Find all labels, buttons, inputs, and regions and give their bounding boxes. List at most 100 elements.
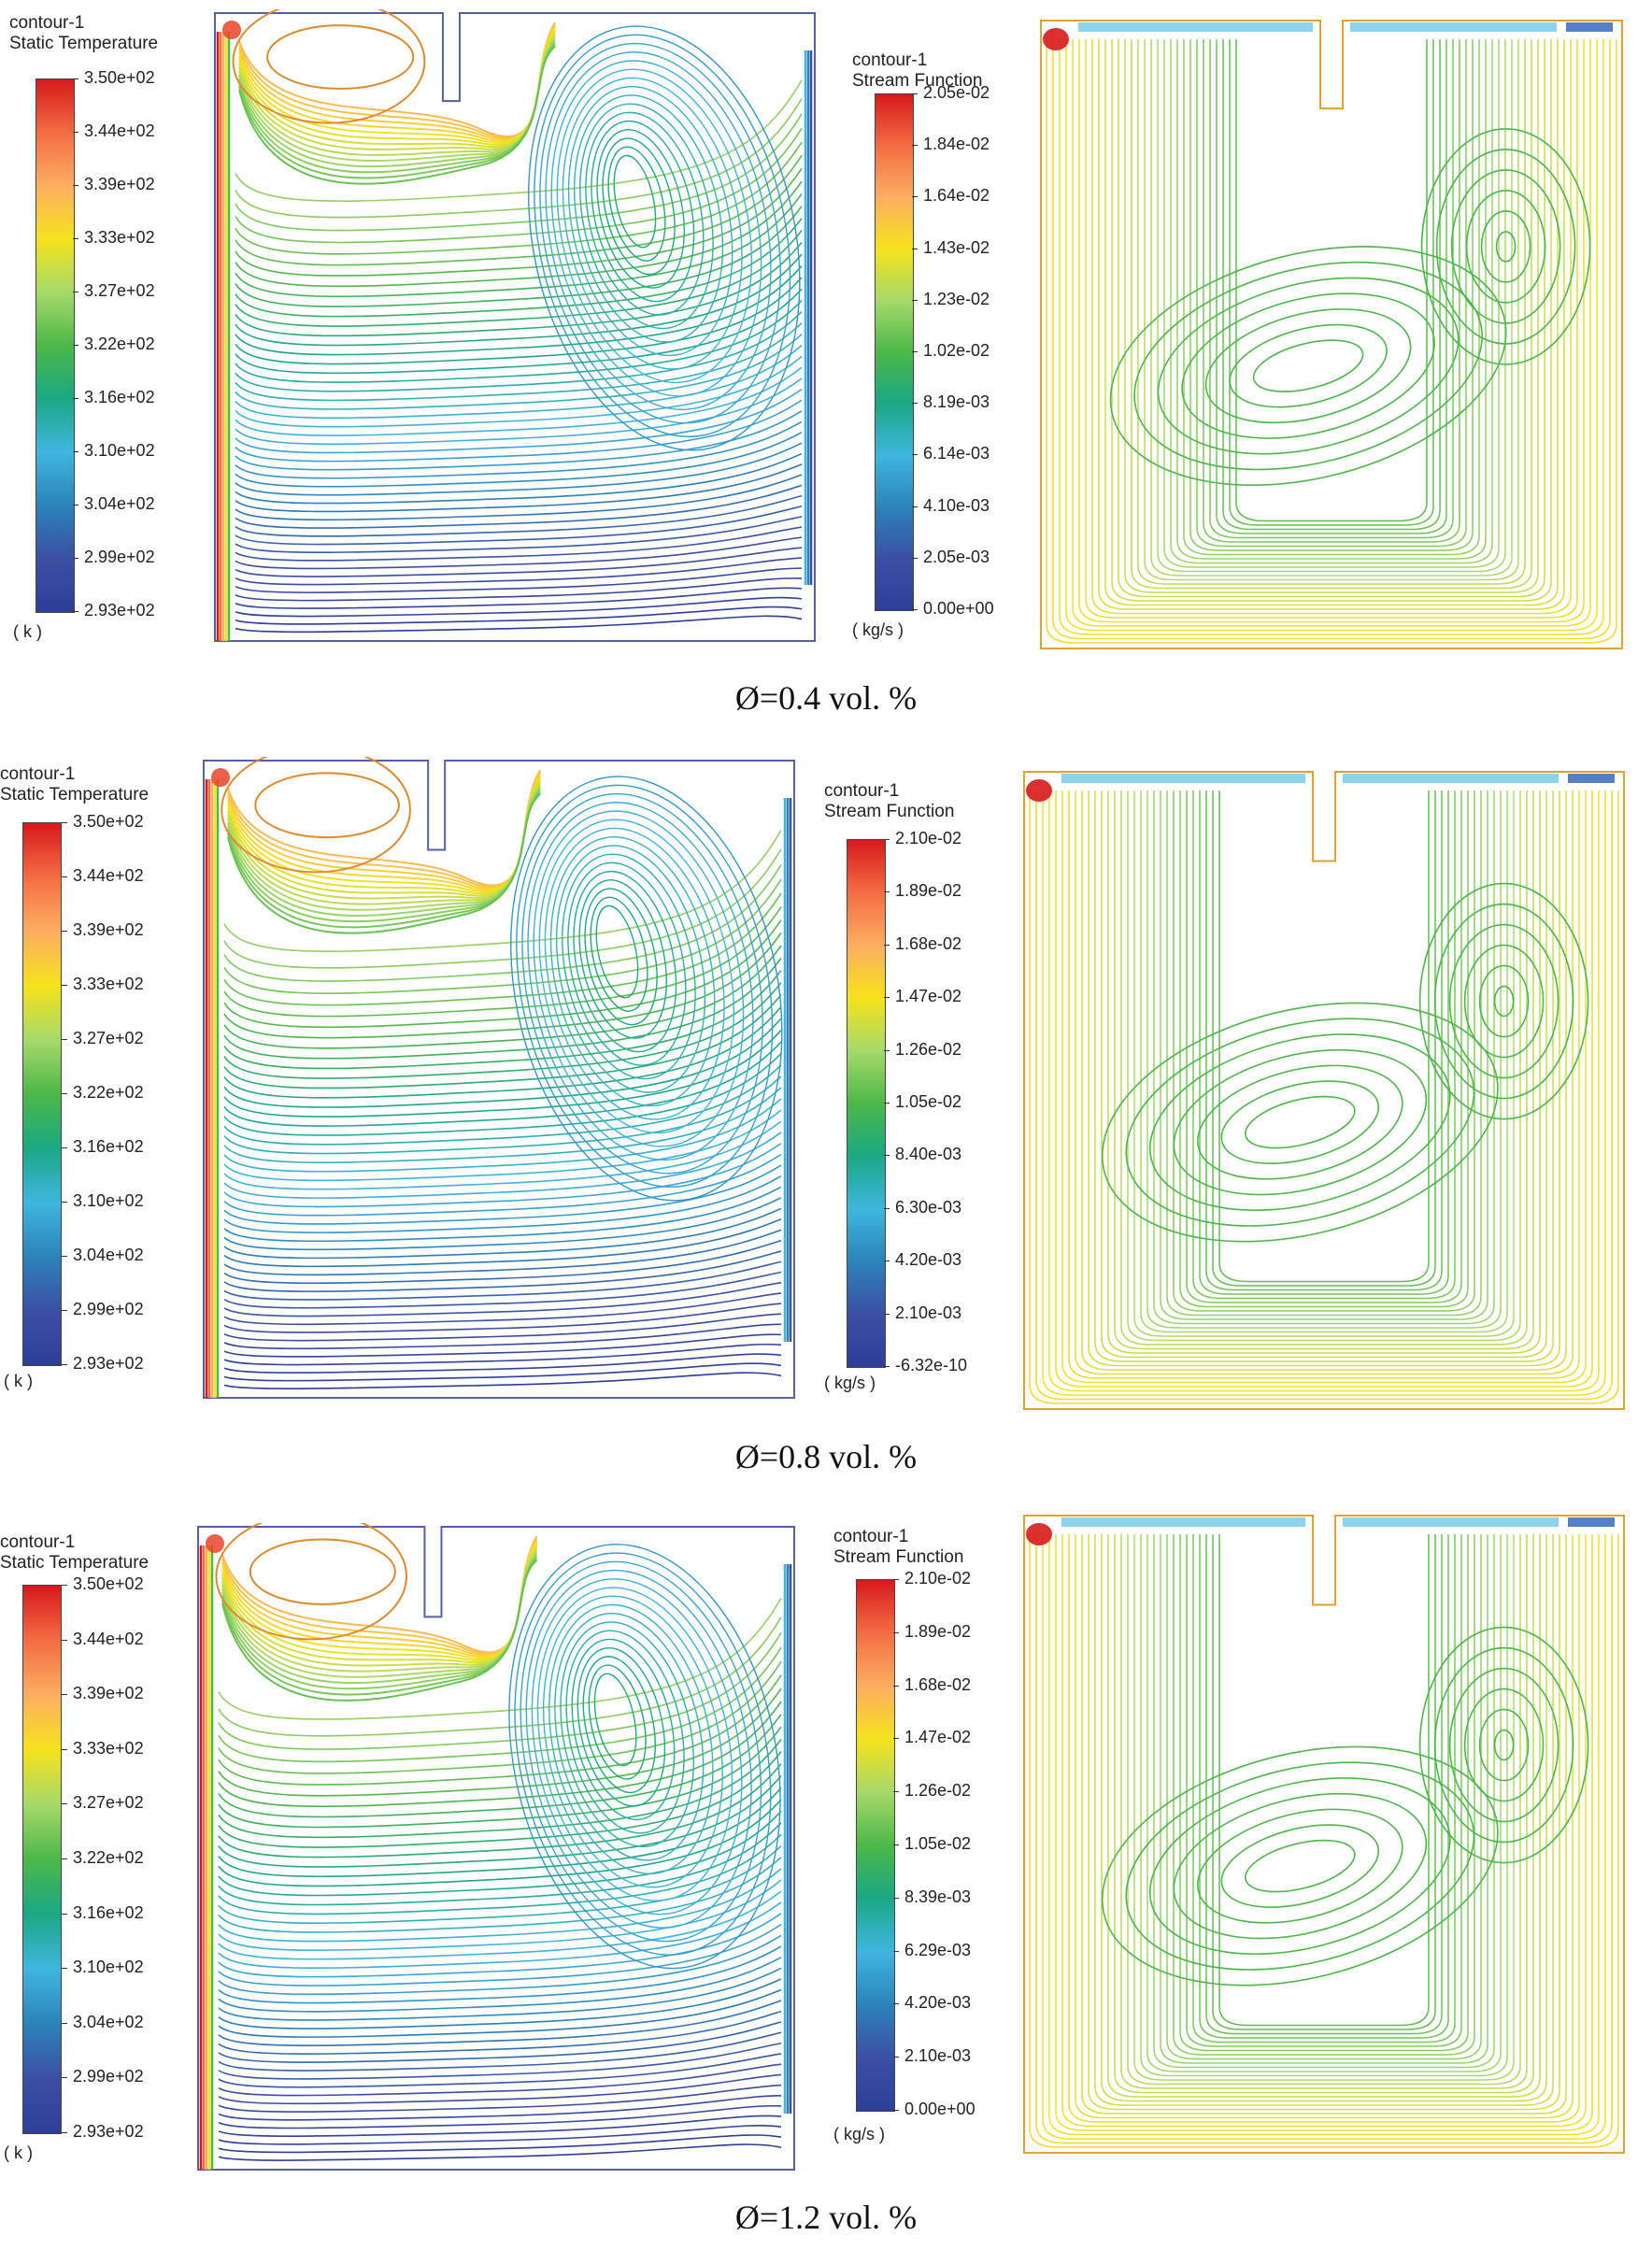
streamline bbox=[1199, 1534, 1449, 2039]
isotherm-line bbox=[218, 1632, 782, 1750]
tick-mark bbox=[884, 1155, 890, 1157]
streamline bbox=[1212, 1534, 1436, 2030]
tick-mark bbox=[912, 609, 918, 610]
tick-mark bbox=[893, 2003, 899, 2005]
isotherm-line bbox=[235, 494, 803, 537]
isotherm-line bbox=[218, 1857, 782, 1933]
streamline bbox=[1218, 1534, 1430, 2027]
isotherm-line bbox=[235, 322, 803, 402]
vortex-streamline bbox=[1433, 1646, 1574, 1844]
isotherm-line bbox=[223, 1186, 782, 1243]
streamline bbox=[1029, 1534, 1619, 2148]
vortex-isotherm bbox=[578, 879, 667, 1039]
vortex-isotherm bbox=[514, 1552, 772, 1956]
tick-label: 3.33e+02 bbox=[73, 1738, 144, 1758]
tick-mark bbox=[62, 1858, 67, 1859]
streamline bbox=[1035, 790, 1613, 1401]
tick-mark bbox=[884, 944, 890, 946]
vortex-isotherm bbox=[531, 1578, 743, 1915]
isotherm-line bbox=[223, 1207, 782, 1260]
isotherm-line bbox=[218, 1945, 782, 2004]
isotherm-line bbox=[218, 2134, 782, 2154]
streamline bbox=[1094, 1534, 1554, 2106]
stream-colorbar bbox=[875, 93, 914, 611]
max-spot bbox=[1026, 779, 1052, 802]
streamline bbox=[1078, 39, 1585, 623]
isotherm-line bbox=[218, 2143, 782, 2161]
isotherm-line bbox=[235, 577, 803, 602]
isotherm-line bbox=[235, 484, 803, 529]
tick-mark bbox=[73, 558, 78, 559]
isotherm-line bbox=[223, 1030, 782, 1118]
streamline bbox=[1081, 790, 1567, 1371]
streamline bbox=[1166, 790, 1482, 1317]
temperature-contour-panel bbox=[200, 757, 798, 1402]
streamline bbox=[1065, 39, 1598, 632]
tick-label: 2.10e-02 bbox=[895, 829, 962, 847]
isotherm-line bbox=[235, 193, 803, 298]
tick-label: 4.10e-03 bbox=[923, 495, 990, 515]
streamline bbox=[1212, 790, 1436, 1287]
tick-mark bbox=[62, 1310, 67, 1311]
warm-isotherm bbox=[238, 25, 556, 141]
cavity-boundary bbox=[197, 1526, 795, 2171]
tick-label: 1.05e-02 bbox=[904, 1834, 972, 1853]
tick-mark bbox=[62, 1968, 67, 1970]
streamline bbox=[1120, 1534, 1528, 2089]
isotherm-line bbox=[235, 334, 803, 410]
tick-label: 3.50e+02 bbox=[73, 812, 144, 831]
isotherm-line bbox=[223, 1120, 782, 1190]
vortex-isotherm bbox=[596, 129, 685, 289]
isotherm-line bbox=[223, 1303, 782, 1333]
tick-label: 3.10e+02 bbox=[73, 1191, 144, 1210]
tick-label: 1.05e-02 bbox=[895, 1092, 962, 1111]
tick-mark bbox=[73, 398, 78, 399]
streamline bbox=[1192, 790, 1456, 1300]
isotherm-line bbox=[218, 2073, 782, 2105]
vortex-isotherm bbox=[527, 802, 754, 1161]
isotherm-line bbox=[223, 1229, 782, 1276]
max-spot bbox=[1043, 28, 1069, 50]
tick-label: 1.26e-02 bbox=[904, 1781, 972, 1801]
tick-mark bbox=[62, 2077, 67, 2079]
streamline bbox=[1114, 1534, 1534, 2094]
tick-label: 8.39e-03 bbox=[904, 1887, 972, 1906]
inner-streamline bbox=[1245, 1839, 1356, 1893]
isotherm-line bbox=[223, 1362, 782, 1382]
isotherm-line bbox=[235, 442, 803, 496]
tick-label: -6.32e-10 bbox=[895, 1356, 968, 1374]
vortex-isotherm bbox=[549, 836, 716, 1107]
streamline bbox=[1205, 1534, 1443, 2035]
vortex-isotherm bbox=[573, 94, 724, 343]
streamline bbox=[1101, 1534, 1547, 2102]
tick-label: 3.22e+02 bbox=[73, 1083, 144, 1102]
tick-label: 3.22e+02 bbox=[84, 335, 155, 353]
volume-fraction-caption: Ø=0.8 vol. % bbox=[734, 1438, 918, 1475]
streamline bbox=[1046, 39, 1617, 644]
tick-label: 3.39e+02 bbox=[73, 1684, 144, 1703]
legend-subtitle: Stream Function bbox=[852, 71, 983, 91]
isotherm-line bbox=[218, 1688, 782, 1797]
isotherm-line bbox=[218, 2084, 782, 2113]
streamline bbox=[1061, 790, 1587, 1384]
tick-label: 2.93e+02 bbox=[73, 1354, 144, 1373]
inner-streamline bbox=[1181, 292, 1435, 439]
vortex-streamline bbox=[1448, 923, 1559, 1079]
stream-function-panel bbox=[1020, 1512, 1628, 2157]
isotherm-line bbox=[235, 388, 803, 454]
vortex-isotherm bbox=[556, 68, 753, 384]
tick-mark bbox=[62, 985, 67, 986]
tick-label: 4.20e-03 bbox=[895, 1250, 962, 1270]
temperature-colorbar bbox=[22, 822, 62, 1366]
isotherm-line bbox=[223, 1250, 782, 1292]
vortex-isotherm bbox=[508, 1544, 781, 1970]
vortex-streamline bbox=[1478, 1708, 1530, 1782]
tick-mark bbox=[884, 1207, 890, 1209]
tick-label: 3.50e+02 bbox=[73, 1574, 144, 1593]
streamline bbox=[1186, 790, 1462, 1303]
isotherm-line bbox=[223, 1142, 782, 1208]
streamline bbox=[1160, 790, 1488, 1320]
isotherm-line bbox=[223, 1075, 782, 1155]
streamline bbox=[1163, 39, 1500, 568]
streamline bbox=[1068, 790, 1580, 1379]
